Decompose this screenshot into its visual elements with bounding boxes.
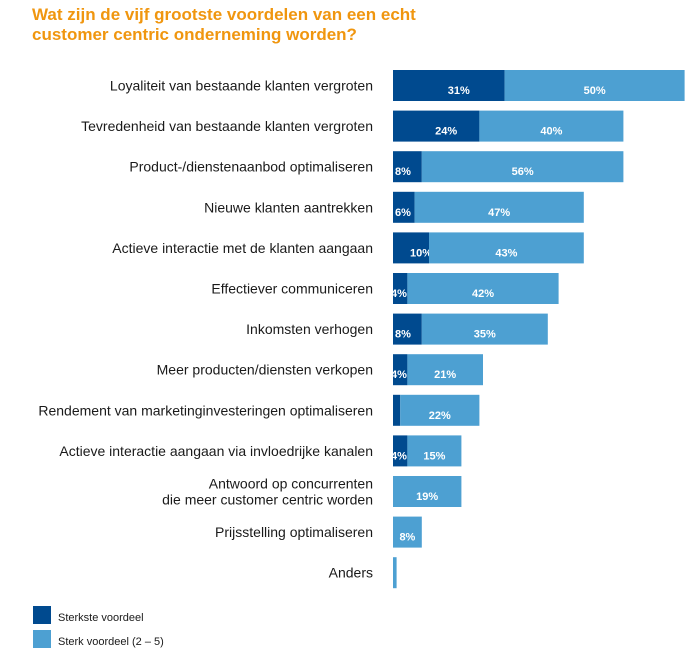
data-label: 24%	[435, 126, 457, 138]
data-label: 8%	[399, 532, 415, 544]
bar-segment-strong	[393, 476, 462, 507]
category-label: Rendement van marketinginvesteringen opt…	[38, 402, 373, 418]
bar-segment-strong	[429, 232, 584, 264]
data-label: 4%	[391, 450, 407, 462]
bar-segment-strongest	[393, 273, 408, 304]
category-label: Prijsstelling optimaliseren	[215, 524, 373, 540]
bar-segment-strongest	[393, 435, 408, 467]
legend-label: Sterkste voordeel	[58, 612, 144, 624]
data-label: 47%	[488, 207, 510, 219]
data-label: 50%	[584, 85, 606, 97]
bar-segment-strongest	[393, 394, 401, 426]
category-label: Tevredenheid van bestaande klanten vergr…	[81, 118, 373, 134]
category-label: Meer producten/diensten verkopen	[157, 362, 373, 378]
legend-swatch-strong	[33, 630, 51, 648]
bar-segment-strongest	[393, 313, 422, 345]
bar-segment-strong	[407, 435, 462, 467]
category-label: Product-/dienstenaanbod optimaliseren	[129, 159, 373, 175]
bar-segment-strong	[393, 557, 397, 589]
bar-segment-strong	[504, 70, 685, 101]
data-label: 35%	[474, 329, 496, 341]
data-label: 40%	[540, 126, 562, 138]
bar-segment-strongest	[393, 70, 505, 101]
data-label: 31%	[448, 85, 470, 97]
data-label: 19%	[416, 491, 438, 503]
data-label: 8%	[395, 329, 411, 341]
category-label: Anders	[329, 565, 373, 581]
data-label: 21%	[434, 369, 456, 381]
bar-segment-strong	[414, 191, 584, 223]
legend-swatch-strongest	[33, 606, 51, 624]
bar-segment-strongest	[393, 191, 415, 223]
data-label: 6%	[395, 207, 411, 219]
category-label: Antwoord op concurrenten die meer custome…	[162, 476, 373, 508]
bar-segment-strong	[407, 273, 559, 304]
bar-segment-strong	[407, 354, 483, 386]
bar-segment-strongest	[393, 110, 480, 142]
data-label: 56%	[512, 166, 534, 178]
category-label: Nieuwe klanten aantrekken	[204, 199, 373, 215]
data-label: 15%	[423, 450, 445, 462]
data-label: 8%	[395, 166, 411, 178]
data-label: 43%	[495, 247, 517, 259]
category-label: Effectiever communiceren	[211, 281, 373, 297]
bar-segment-strongest	[393, 151, 422, 183]
category-label: Actieve interactie aangaan via invloedri…	[59, 443, 373, 459]
category-label: Loyaliteit van bestaande klanten vergrot…	[110, 78, 373, 94]
bar-segment-strong	[479, 110, 624, 142]
bar-segment-strongest	[393, 354, 408, 386]
chart-title: Wat zijn de vijf grootste voordelen van …	[32, 5, 416, 44]
bar-segment-strong	[400, 394, 480, 426]
data-label: 42%	[472, 288, 494, 300]
legend-label: Sterk voordeel (2 – 5)	[58, 636, 164, 648]
data-label: 22%	[429, 410, 451, 422]
category-label: Actieve interactie met de klanten aangaa…	[112, 240, 373, 256]
data-label: 10%	[410, 247, 432, 259]
data-label: 4%	[391, 369, 407, 381]
category-label: Inkomsten verhogen	[246, 321, 373, 337]
bar-segment-strong	[421, 313, 548, 345]
bar-segment-strong	[393, 516, 422, 548]
data-label: 4%	[391, 288, 407, 300]
bar-segment-strongest	[393, 232, 429, 264]
bar-segment-strong	[421, 151, 624, 183]
